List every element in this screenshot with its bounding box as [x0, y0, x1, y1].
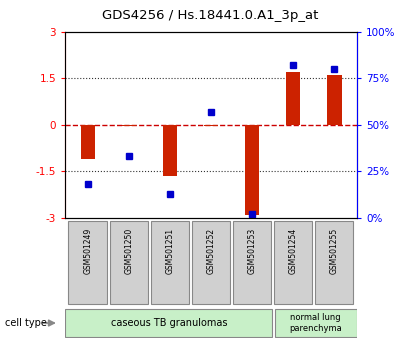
Text: caseous TB granulomas: caseous TB granulomas — [111, 318, 228, 328]
Text: cell type: cell type — [5, 318, 47, 328]
Text: normal lung
parenchyma: normal lung parenchyma — [289, 313, 342, 333]
Bar — [151, 221, 189, 304]
Bar — [110, 221, 148, 304]
Text: GSM501252: GSM501252 — [207, 228, 215, 274]
Bar — [204, 125, 218, 126]
Bar — [65, 309, 273, 337]
Text: GDS4256 / Hs.18441.0.A1_3p_at: GDS4256 / Hs.18441.0.A1_3p_at — [102, 9, 318, 22]
Bar — [315, 221, 353, 304]
Bar — [274, 221, 312, 304]
Text: GSM501255: GSM501255 — [330, 228, 339, 274]
Bar — [192, 221, 230, 304]
Bar — [245, 125, 260, 215]
Bar — [68, 221, 107, 304]
Text: GSM501250: GSM501250 — [124, 228, 133, 274]
Text: GSM501254: GSM501254 — [289, 228, 298, 274]
Bar — [286, 72, 300, 125]
Text: GSM501249: GSM501249 — [83, 228, 92, 274]
Bar — [327, 75, 341, 125]
Bar — [275, 309, 357, 337]
Bar — [81, 125, 95, 159]
Bar — [122, 125, 136, 126]
Text: GSM501251: GSM501251 — [165, 228, 174, 274]
Bar — [233, 221, 271, 304]
Text: GSM501253: GSM501253 — [248, 228, 257, 274]
Bar — [163, 125, 177, 176]
